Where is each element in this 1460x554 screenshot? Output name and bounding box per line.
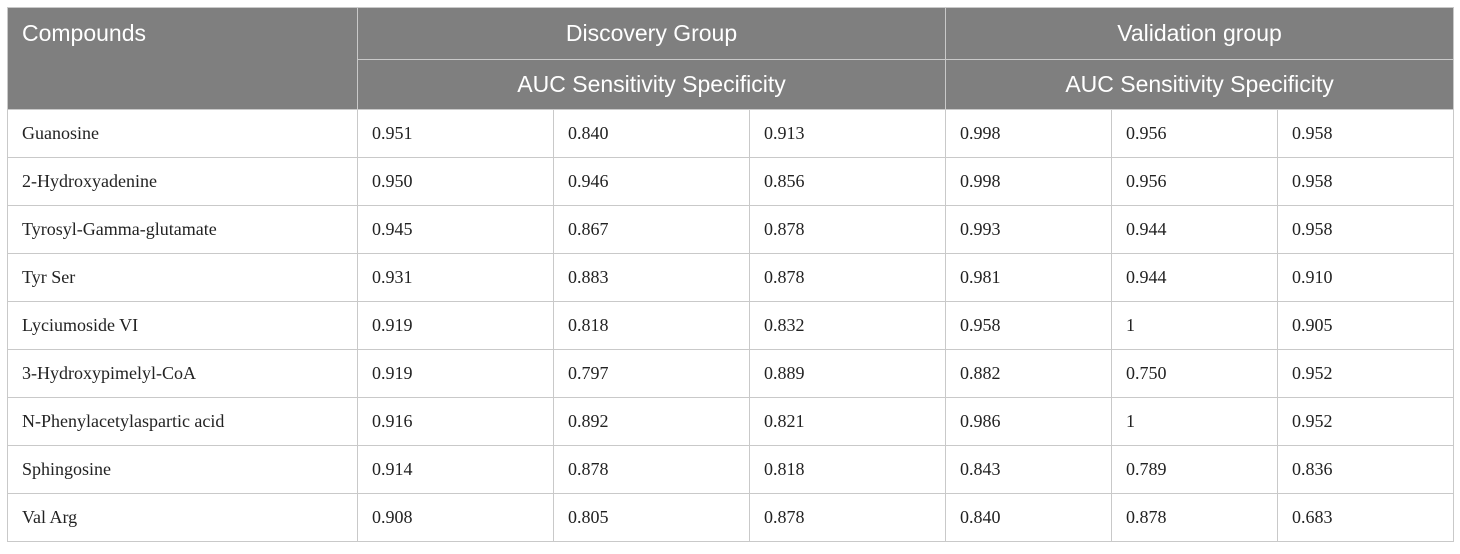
value-cell: 0.956 (1111, 157, 1279, 206)
table-body: Guanosine 0.951 0.840 0.913 0.998 0.956 0.958 2… (7, 109, 1455, 542)
value-cell: 0.986 (945, 397, 1113, 446)
table-row: N-Phenylacetylaspartic acid 0.916 0.892 0.8… (7, 397, 1455, 446)
value-cell: 0.892 (553, 397, 750, 446)
validation-group-header: Validation group (945, 7, 1455, 60)
value-cell: 0.821 (748, 397, 947, 446)
value-cell: 0.797 (553, 349, 750, 398)
value-cell: 0.931 (357, 253, 554, 302)
value-cell: 0.836 (1277, 445, 1455, 494)
value-cell: 0.789 (1111, 445, 1279, 494)
header-row-groups: Compounds Discovery Group Validation gro… (7, 7, 1455, 110)
value-cell: 0.840 (553, 109, 750, 158)
value-cell: 0.952 (1277, 349, 1455, 398)
value-cell: 0.905 (1277, 301, 1455, 350)
value-cell: 0.958 (1277, 109, 1455, 158)
value-cell: 0.919 (357, 349, 554, 398)
validation-metrics-header: AUC Sensitivity Specificity (945, 59, 1455, 110)
value-cell: 0.944 (1111, 253, 1279, 302)
value-cell: 0.878 (553, 445, 750, 494)
table-row: Tyrosyl-Gamma-glutamate 0.945 0.867 0.878 0.… (7, 205, 1455, 254)
compound-name-cell: Lyciumoside VI (7, 301, 358, 350)
value-cell: 0.883 (553, 253, 750, 302)
table-row: 2-Hydroxyadenine 0.950 0.946 0.856 0.998 0.95… (7, 157, 1455, 206)
discovery-metrics-header: AUC Sensitivity Specificity (356, 59, 947, 110)
header-row-metrics: AUC Sensitivity Specificity AUC Sensitiv… (8, 59, 1455, 110)
compounds-header: Compounds (7, 7, 358, 110)
value-cell: 0.750 (1111, 349, 1279, 398)
table-row: Lyciumoside VI 0.919 0.818 0.832 0.958 1 0.905 (7, 301, 1455, 350)
value-cell: 0.878 (748, 253, 947, 302)
results-table: Compounds Discovery Group Validation gro… (7, 7, 1455, 542)
value-cell: 0.958 (1277, 157, 1455, 206)
value-cell: 0.818 (553, 301, 750, 350)
value-cell: 0.951 (357, 109, 554, 158)
value-cell: 0.998 (945, 109, 1113, 158)
table-container: Compounds Discovery Group Validation gro… (7, 7, 1455, 542)
value-cell: 0.683 (1277, 493, 1455, 542)
value-cell: 0.993 (945, 205, 1113, 254)
compound-name-cell: 3-Hydroxypimelyl-CoA (7, 349, 358, 398)
value-cell: 0.856 (748, 157, 947, 206)
value-cell: 0.843 (945, 445, 1113, 494)
compound-name-cell: Tyr Ser (7, 253, 358, 302)
value-cell: 0.878 (748, 205, 947, 254)
value-cell: 0.919 (357, 301, 554, 350)
value-cell: 0.944 (1111, 205, 1279, 254)
value-cell: 0.981 (945, 253, 1113, 302)
compound-name-cell: 2-Hydroxyadenine (7, 157, 358, 206)
value-cell: 0.958 (1277, 205, 1455, 254)
value-cell: 0.910 (1277, 253, 1455, 302)
table-row: Val Arg 0.908 0.805 0.878 0.840 0.878 0.683 (7, 493, 1455, 542)
value-cell: 0.956 (1111, 109, 1279, 158)
table-row: 3-Hydroxypimelyl-CoA 0.919 0.797 0.889 0.882… (7, 349, 1455, 398)
value-cell: 0.945 (357, 205, 554, 254)
value-cell: 0.878 (748, 493, 947, 542)
discovery-group-header: Discovery Group (356, 7, 947, 60)
value-cell: 0.913 (748, 109, 947, 158)
value-cell: 0.998 (945, 157, 1113, 206)
value-cell: 0.867 (553, 205, 750, 254)
table-row: Sphingosine 0.914 0.878 0.818 0.843 0.789 0.83… (7, 445, 1455, 494)
value-cell: 0.818 (748, 445, 947, 494)
value-cell: 0.878 (1111, 493, 1279, 542)
compound-name-cell: Val Arg (7, 493, 358, 542)
value-cell: 1 (1111, 397, 1279, 446)
value-cell: 0.832 (748, 301, 947, 350)
value-cell: 0.840 (945, 493, 1113, 542)
table-row: Guanosine 0.951 0.840 0.913 0.998 0.956 0.958 (7, 109, 1455, 158)
compound-name-cell: Guanosine (7, 109, 358, 158)
value-cell: 1 (1111, 301, 1279, 350)
value-cell: 0.889 (748, 349, 947, 398)
compound-name-cell: Tyrosyl-Gamma-glutamate (7, 205, 358, 254)
value-cell: 0.805 (553, 493, 750, 542)
compound-name-cell: N-Phenylacetylaspartic acid (7, 397, 358, 446)
value-cell: 0.946 (553, 157, 750, 206)
value-cell: 0.882 (945, 349, 1113, 398)
value-cell: 0.908 (357, 493, 554, 542)
value-cell: 0.950 (357, 157, 554, 206)
value-cell: 0.958 (945, 301, 1113, 350)
value-cell: 0.952 (1277, 397, 1455, 446)
table-row: Tyr Ser 0.931 0.883 0.878 0.981 0.944 0.910 (7, 253, 1455, 302)
value-cell: 0.916 (357, 397, 554, 446)
table-header: Compounds Discovery Group Validation gro… (7, 7, 1455, 110)
compound-name-cell: Sphingosine (7, 445, 358, 494)
value-cell: 0.914 (357, 445, 554, 494)
